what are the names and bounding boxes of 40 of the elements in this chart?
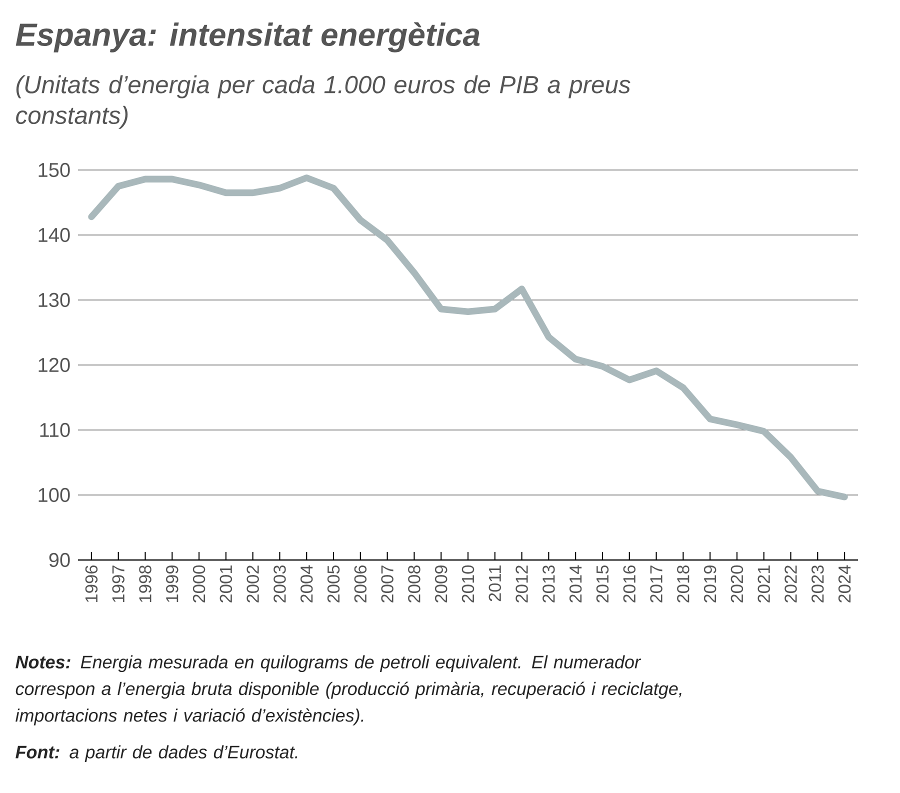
x-tick-label: 2012 xyxy=(516,566,528,602)
x-tick-label: 2009 xyxy=(434,566,448,602)
x-tick-label: 2011 xyxy=(488,566,502,602)
x-tick-label: 1997 xyxy=(112,566,124,602)
x-tick-label: 2005 xyxy=(327,565,340,602)
x-tick-label: 1998 xyxy=(139,565,152,602)
chart-subtitle: (Unitats d’energia per cada 1.000 euros de PIB a preus constants) xyxy=(16,75,630,129)
x-tick-label: 2014 xyxy=(569,565,582,602)
x-tick-label: 2000 xyxy=(192,565,206,602)
chart-title: Espanya: intensitat energètica xyxy=(16,22,480,52)
x-tick-label: 2015 xyxy=(596,565,609,602)
x-tick-label: 1999 xyxy=(166,566,178,602)
x-tick-label: 2018 xyxy=(677,565,690,602)
x-tick-label: 2017 xyxy=(650,566,662,602)
x-tick-label: 2007 xyxy=(381,566,394,602)
y-tick-label: 130 xyxy=(38,292,70,308)
x-tick-label: 2019 xyxy=(704,566,716,602)
y-tick-label: 120 xyxy=(38,358,70,372)
x-tick-label: 2023 xyxy=(812,565,824,602)
x-tick-label: 2022 xyxy=(784,566,797,602)
x-tick-label: 2004 xyxy=(300,565,313,602)
x-tick-label: 2024 xyxy=(838,565,851,602)
x-tick-label: 2008 xyxy=(408,565,420,602)
x-tick-label: 2020 xyxy=(730,565,744,602)
text: Notes: Energia mesurada en quilograms de petroli equivalent. El numerador correspon a l’energia bruta disponible (producció primària, recuperació i reciclatge, importacions netes i variació d’existències). xyxy=(16,655,682,726)
x-tick-label: 1996 xyxy=(85,565,98,602)
y-tick-label: 150 xyxy=(38,162,70,178)
y-tick-label: 90 xyxy=(49,552,70,568)
text: Font: a partir de dades d’Eurostat. xyxy=(16,745,298,762)
x-tick-label: 2002 xyxy=(246,566,259,602)
x-tick-label: 2013 xyxy=(542,565,555,602)
x-tick-label: 2001 xyxy=(220,566,232,602)
x-tick-label: 2006 xyxy=(354,565,367,602)
x-tick-label: 2010 xyxy=(462,565,474,602)
x-tick-label: 2021 xyxy=(758,566,770,602)
y-tick-label: 100 xyxy=(38,488,70,502)
x-tick-label: 2016 xyxy=(623,565,636,602)
y-tick-label: 110 xyxy=(40,422,70,438)
x-tick-label: 2003 xyxy=(274,565,286,602)
y-tick-label: 140 xyxy=(38,228,70,242)
